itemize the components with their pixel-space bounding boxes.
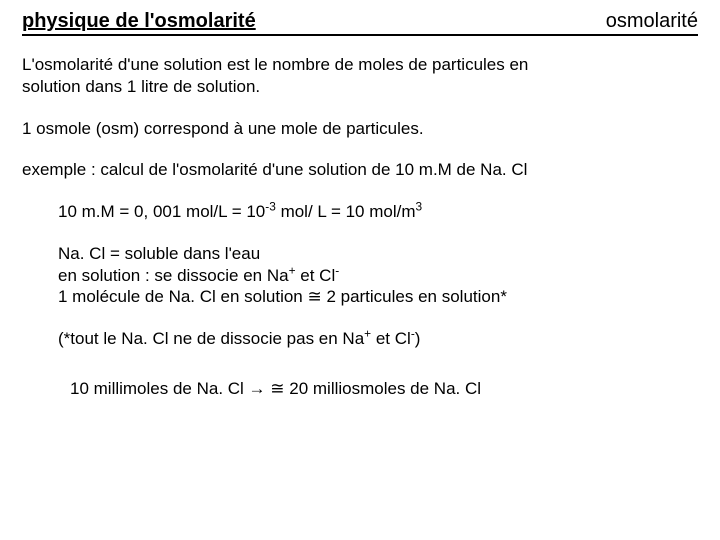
note-a: (*tout le Na. Cl ne de dissocie pas en N… [58,329,364,348]
nacl-soluble: Na. Cl = soluble dans l'eau [58,244,260,263]
calc-part-a: 10 m.M = 0, 001 mol/L = 10 [58,202,265,221]
particle-count: 1 molécule de Na. Cl en solution ≅ 2 par… [58,287,507,306]
note-c: ) [415,329,421,348]
dissociation-block: Na. Cl = soluble dans l'eau en solution … [58,243,698,308]
definition-line-1: L'osmolarité d'une solution est le nombr… [22,55,528,74]
title-row: physique de l'osmolarité osmolarité [22,10,698,36]
title-right: osmolarité [606,10,698,33]
na-plus: + [289,263,296,277]
footnote-line: (*tout le Na. Cl ne de dissocie pas en N… [58,328,698,350]
definition-line-2: solution dans 1 litre de solution. [22,77,260,96]
note-b: et Cl [371,329,411,348]
title-left: physique de l'osmolarité [22,10,256,33]
cl-minus: - [335,263,339,277]
calculation-line: 10 m.M = 0, 001 mol/L = 10-3 mol/ L = 10… [58,201,698,223]
example-intro: exemple : calcul de l'osmolarité d'une s… [22,159,698,181]
dissociation-b: et Cl [296,266,336,285]
calc-exp-2: 3 [416,199,423,213]
calc-exp-1: -3 [265,199,276,213]
body: L'osmolarité d'une solution est le nombr… [22,54,698,400]
dissociation-a: en solution : se dissocie en Na [58,266,289,285]
calc-part-b: mol/ L = 10 mol/m [276,202,416,221]
result-line: 10 millimoles de Na. Cl → ≅ 20 milliosmo… [70,378,698,400]
definition-paragraph: L'osmolarité d'une solution est le nombr… [22,54,698,98]
slide: physique de l'osmolarité osmolarité L'os… [0,0,720,540]
osmole-paragraph: 1 osmole (osm) correspond à une mole de … [22,118,698,140]
